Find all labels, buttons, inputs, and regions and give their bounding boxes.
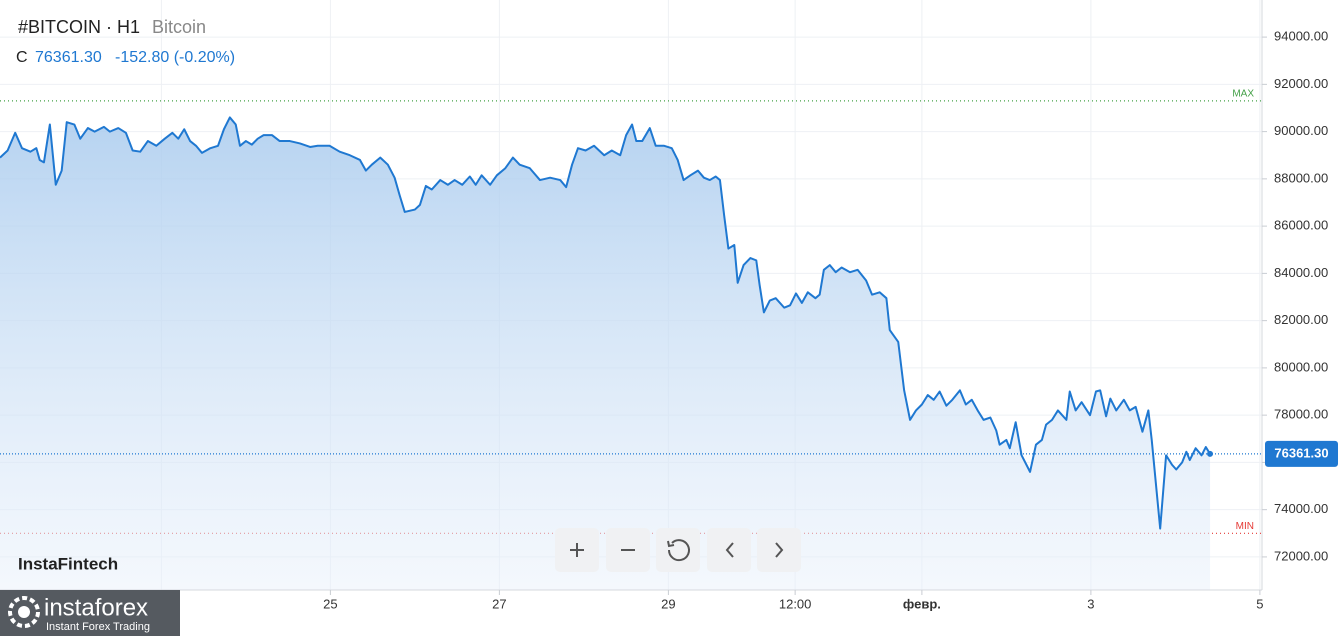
x-tick-label: 25	[323, 596, 337, 611]
reset-icon	[667, 539, 690, 562]
x-tick-label: 3	[1087, 596, 1094, 611]
y-tick-label: 84000.00	[1274, 265, 1328, 280]
logo-icon-center	[18, 606, 30, 618]
change-value: -152.80 (-0.20%)	[115, 49, 235, 66]
axes: 72000.0074000.0076000.0078000.0080000.00…	[154, 29, 1338, 611]
y-tick-label: 88000.00	[1274, 170, 1328, 185]
logo-tagline: Instant Forex Trading	[46, 621, 150, 633]
y-tick-label: 80000.00	[1274, 359, 1328, 374]
x-tick-label: 27	[492, 596, 506, 611]
scroll-right-icon	[775, 542, 784, 558]
min-line-label: MIN	[1236, 521, 1254, 532]
toolbar	[555, 528, 801, 572]
y-tick-label: 82000.00	[1274, 312, 1328, 327]
close-value: 76361.30	[35, 49, 102, 66]
x-tick-label: 29	[661, 596, 675, 611]
logo-background	[0, 590, 180, 636]
y-tick-label: 94000.00	[1274, 29, 1328, 44]
area-fill	[0, 117, 1211, 591]
logo-icon	[8, 596, 40, 628]
scroll-left-icon	[725, 542, 734, 558]
y-tick-label: 92000.00	[1274, 76, 1328, 91]
x-tick-label: февр.	[903, 596, 941, 611]
symbol-title: #BITCOIN · H1	[18, 17, 140, 37]
max-line-label: MAX	[1232, 89, 1254, 100]
last-price-label: 76361.30	[1274, 445, 1328, 460]
last-point	[1207, 450, 1214, 457]
y-tick-label: 72000.00	[1274, 548, 1328, 563]
price-line	[0, 116, 1211, 530]
zoom-in-icon	[570, 543, 584, 557]
watermark: InstaFintech	[18, 554, 118, 573]
y-tick-label: 86000.00	[1274, 218, 1328, 233]
logo-name: instaforex	[44, 594, 148, 621]
scroll-left-button[interactable]	[707, 528, 751, 572]
y-tick-label: 74000.00	[1274, 501, 1328, 516]
last-price-badge	[1265, 440, 1338, 467]
x-tick-label: 12:00	[779, 596, 812, 611]
y-tick-label: 90000.00	[1274, 123, 1328, 138]
scroll-right-button[interactable]	[757, 528, 801, 572]
x-tick-label: 5	[1256, 596, 1263, 611]
symbol-subtitle: Bitcoin	[152, 17, 206, 37]
logo: instaforex Instant Forex Trading	[0, 590, 180, 636]
y-tick-label: 78000.00	[1274, 407, 1328, 422]
close-prefix: C	[16, 49, 28, 66]
plot: MAX MIN	[0, 89, 1262, 591]
reset-button[interactable]	[656, 528, 700, 572]
